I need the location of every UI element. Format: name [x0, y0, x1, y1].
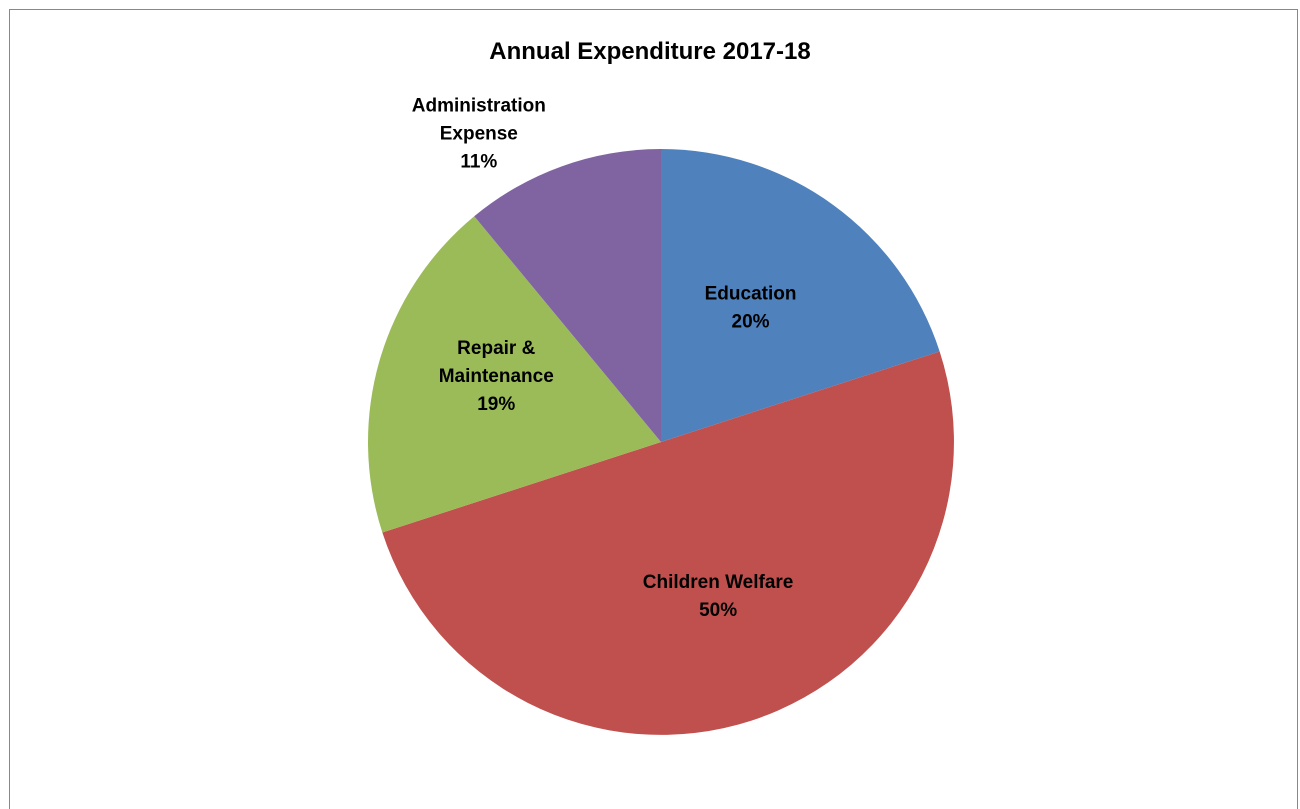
chart-title: Annual Expenditure 2017-18 — [489, 38, 811, 65]
pie-slice-education — [661, 149, 940, 442]
data-label-line: 20% — [732, 312, 770, 333]
data-label-line: 50% — [699, 600, 737, 621]
data-label-children-welfare: Children Welfare 50% — [643, 572, 794, 621]
data-label-line: 19% — [477, 394, 515, 415]
pie-slice-repair-maintenance — [368, 216, 661, 533]
data-label-repair-maintenance: Repair & Maintenance 19% — [439, 338, 554, 415]
data-label-line: 11% — [460, 151, 497, 172]
data-label-line: Expense — [440, 123, 518, 144]
data-label-line: Children Welfare — [643, 572, 794, 593]
pie-slice-children-welfare — [382, 351, 954, 735]
pie-slice-administration-expense — [474, 149, 661, 442]
data-label-line: Repair & — [457, 338, 535, 359]
data-label-line: Administration — [412, 95, 546, 116]
data-label-administration-expense: Administration Expense 11% — [412, 95, 546, 172]
data-label-line: Maintenance — [439, 366, 554, 387]
data-label-education: Education 20% — [705, 284, 797, 333]
data-label-line: Education — [705, 284, 797, 305]
